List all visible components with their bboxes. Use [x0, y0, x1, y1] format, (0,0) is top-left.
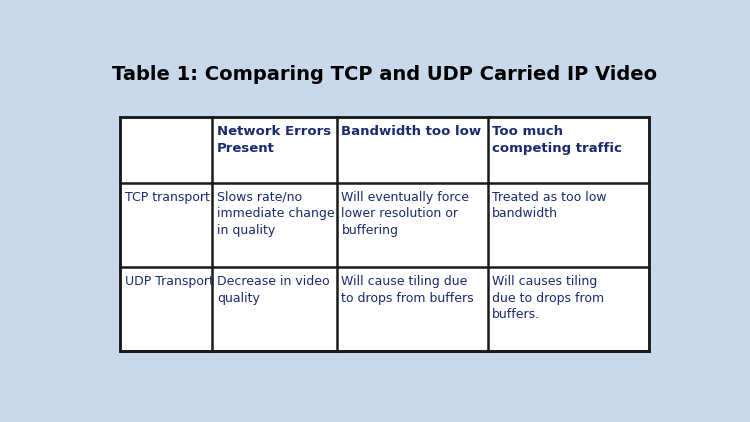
- Text: TCP transport: TCP transport: [124, 191, 209, 204]
- Text: Table 1: Comparing TCP and UDP Carried IP Video: Table 1: Comparing TCP and UDP Carried I…: [112, 65, 657, 84]
- Text: Will causes tiling
due to drops from
buffers.: Will causes tiling due to drops from buf…: [492, 275, 604, 321]
- Text: Will eventually force
lower resolution or
buffering: Will eventually force lower resolution o…: [341, 191, 470, 237]
- Text: Treated as too low
bandwidth: Treated as too low bandwidth: [492, 191, 607, 220]
- Text: Will cause tiling due
to drops from buffers: Will cause tiling due to drops from buff…: [341, 275, 474, 305]
- Text: UDP Transport: UDP Transport: [124, 275, 214, 288]
- Text: Network Errors
Present: Network Errors Present: [217, 125, 332, 155]
- Text: Too much
competing traffic: Too much competing traffic: [492, 125, 622, 155]
- Text: Bandwidth too low: Bandwidth too low: [341, 125, 482, 138]
- Text: Slows rate/no
immediate change
in quality: Slows rate/no immediate change in qualit…: [217, 191, 334, 237]
- Text: Decrease in video
quality: Decrease in video quality: [217, 275, 330, 305]
